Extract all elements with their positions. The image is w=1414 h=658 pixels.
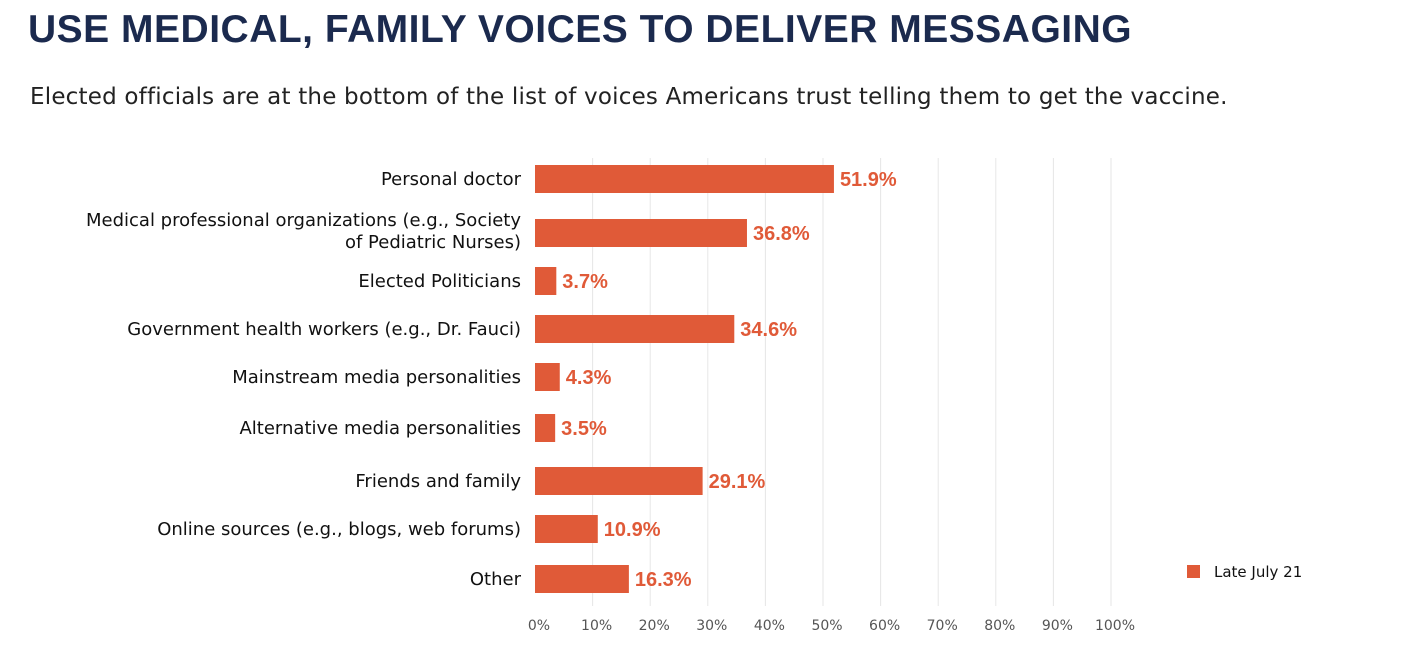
- value-label: 51.9%: [840, 169, 897, 191]
- value-label: 34.6%: [740, 319, 797, 341]
- bar: [535, 219, 747, 247]
- category-label: Online sources (e.g., blogs, web forums): [157, 519, 521, 540]
- x-tick-label: 50%: [811, 618, 842, 634]
- value-label: 3.7%: [562, 271, 608, 293]
- x-tick-label: 10%: [581, 618, 612, 634]
- bar: [535, 414, 556, 442]
- x-tick-label: 70%: [927, 618, 958, 634]
- category-label: Medical professional organizations (e.g.…: [86, 210, 521, 253]
- value-label: 3.5%: [561, 418, 607, 440]
- chart-subtitle: Elected officials are at the bottom of t…: [30, 84, 1228, 110]
- x-tick-label: 80%: [984, 618, 1015, 634]
- value-label: 36.8%: [753, 223, 810, 245]
- legend-swatch: [1187, 565, 1200, 578]
- x-tick-label: 0%: [528, 618, 550, 634]
- value-label: 10.9%: [604, 519, 661, 541]
- x-tick-label: 20%: [639, 618, 670, 634]
- x-tick-label: 40%: [754, 618, 785, 634]
- category-label: Government health workers (e.g., Dr. Fau…: [127, 319, 521, 340]
- x-tick-label: 60%: [869, 618, 900, 634]
- chart-title: USE MEDICAL, FAMILY VOICES TO DELIVER ME…: [28, 8, 1133, 51]
- value-label: 4.3%: [566, 367, 612, 389]
- bar: [535, 515, 598, 543]
- bar: [535, 267, 557, 295]
- bar: [535, 467, 703, 495]
- category-label: Alternative media personalities: [239, 418, 521, 439]
- bar: [535, 565, 629, 593]
- x-tick-label: 100%: [1095, 618, 1135, 634]
- bar: [535, 165, 834, 193]
- value-label: 29.1%: [709, 471, 766, 493]
- x-tick-label: 90%: [1042, 618, 1073, 634]
- legend-label: Late July 21: [1214, 563, 1302, 581]
- category-label: Mainstream media personalities: [232, 367, 521, 388]
- bar: [535, 363, 560, 391]
- category-label: Personal doctor: [381, 169, 522, 190]
- value-label: 16.3%: [635, 569, 692, 591]
- category-label: Elected Politicians: [358, 271, 521, 292]
- x-tick-label: 30%: [696, 618, 727, 634]
- category-label: Friends and family: [355, 471, 521, 492]
- category-label: Other: [470, 569, 522, 590]
- bar: [535, 315, 735, 343]
